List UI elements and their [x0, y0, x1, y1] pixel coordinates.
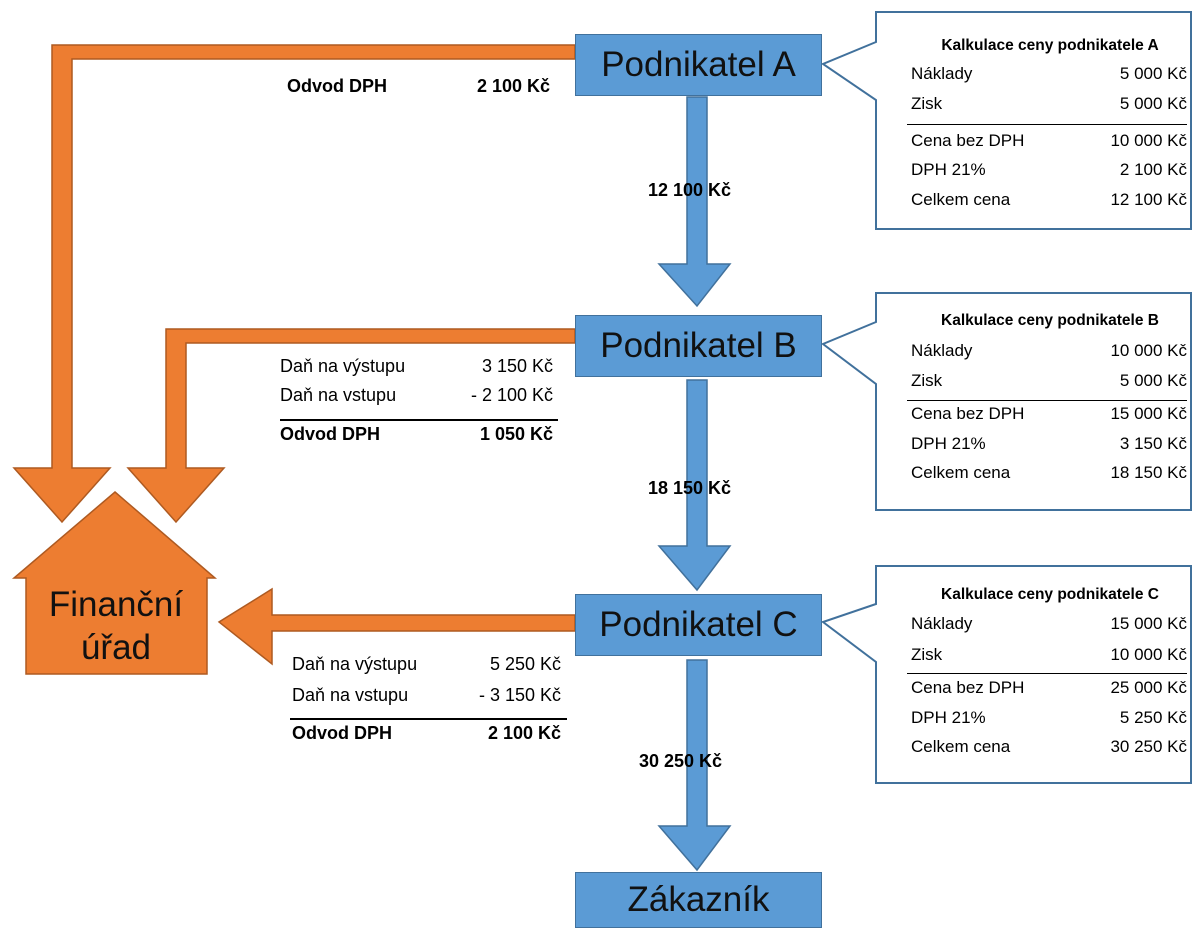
calc-b-row-value: 10 000 Kč: [1110, 341, 1187, 360]
calc-a-row-value: 2 100 Kč: [1119, 160, 1187, 179]
vat-a-value: 2 100 Kč: [477, 76, 551, 96]
calc-c-row-value: 5 250 Kč: [1119, 708, 1187, 727]
vat-c-input-label: Daň na vstupu: [292, 685, 409, 705]
customer-label: Zákazník: [627, 880, 770, 919]
tax-office-line2: úřad: [80, 628, 152, 667]
flow-b-c-amount: 18 150 Kč: [648, 478, 732, 498]
calc-b-row-label: Cena bez DPH: [911, 404, 1025, 423]
entity-c-box: Podnikatel C: [575, 594, 822, 656]
calc-c-row-label: DPH 21%: [911, 708, 986, 727]
calc-b-row-label: Celkem cena: [911, 463, 1011, 482]
calc-a-row-value: 10 000 Kč: [1110, 131, 1187, 150]
calc-c-row-value: 15 000 Kč: [1110, 614, 1187, 633]
calc-c-row-label: Cena bez DPH: [911, 678, 1025, 697]
vat-c-input-value: - 3 150 Kč: [478, 685, 561, 705]
vat-c-rule: [290, 718, 567, 720]
entity-b-label: Podnikatel B: [600, 326, 797, 365]
money-arrow-a-b: [657, 96, 732, 308]
calc-c-rule: [907, 673, 1187, 674]
calc-a-row-label: Celkem cena: [911, 190, 1011, 209]
calc-a-title: Kalkulace ceny podnikatele A: [941, 37, 1159, 54]
calc-c-row-label: Celkem cena: [911, 737, 1011, 756]
entity-b-box: Podnikatel B: [575, 315, 822, 377]
tax-office-label: Finanční úřad: [16, 583, 216, 669]
calc-a-row-label: DPH 21%: [911, 160, 986, 179]
vat-c-total-label: Odvod DPH: [292, 723, 393, 743]
vat-b-input-value: - 2 100 Kč: [470, 385, 553, 405]
calc-b-row-value: 5 000 Kč: [1119, 371, 1187, 390]
vat-arrow-c: [217, 587, 576, 666]
vat-c-output-label: Daň na výstupu: [292, 654, 418, 674]
entity-a-label: Podnikatel A: [601, 45, 796, 84]
customer-box: Zákazník: [575, 872, 822, 928]
entity-c-label: Podnikatel C: [599, 605, 798, 644]
calc-c-row-value: 30 250 Kč: [1110, 737, 1187, 756]
vat-b-rule: [280, 419, 558, 421]
flow-a-b-amount: 12 100 Kč: [648, 180, 732, 200]
calc-c-title: Kalkulace ceny podnikatele C: [941, 586, 1159, 603]
calc-b-row-value: 18 150 Kč: [1110, 463, 1187, 482]
money-arrow-c-customer: [657, 659, 732, 872]
calc-a-row-label: Cena bez DPH: [911, 131, 1025, 150]
calc-b-row-label: Zisk: [911, 371, 943, 390]
calc-b-row-value: 3 150 Kč: [1119, 434, 1187, 453]
vat-b-total-label: Odvod DPH: [280, 424, 381, 444]
callout-b: [821, 292, 1192, 511]
calc-c-row-label: Náklady: [911, 614, 973, 633]
tax-office-house: [11, 491, 218, 675]
vat-arrow-b: [126, 328, 576, 524]
flow-c-customer-amount: 30 250 Kč: [639, 751, 723, 771]
callout-a: [820, 11, 1192, 230]
vat-a-label: Odvod DPH: [287, 76, 388, 96]
calc-a-row-label: Náklady: [911, 64, 973, 83]
calc-b-rule: [907, 400, 1187, 401]
entity-a-box: Podnikatel A: [575, 34, 822, 96]
vat-c-output-value: 5 250 Kč: [489, 654, 561, 674]
money-arrow-b-c: [657, 379, 732, 592]
calc-a-row-value: 5 000 Kč: [1119, 94, 1187, 113]
callout-c: [820, 565, 1192, 784]
calc-a-row-value: 5 000 Kč: [1119, 64, 1187, 83]
calc-a-row-value: 12 100 Kč: [1110, 190, 1187, 209]
calc-c-row-label: Zisk: [911, 645, 943, 664]
vat-b-output-label: Daň na výstupu: [280, 356, 406, 376]
calc-c-row-value: 10 000 Kč: [1110, 645, 1187, 664]
calc-b-title: Kalkulace ceny podnikatele B: [941, 312, 1159, 329]
calc-a-row-label: Zisk: [911, 94, 943, 113]
calc-b-row-label: DPH 21%: [911, 434, 986, 453]
calc-b-row-label: Náklady: [911, 341, 973, 360]
vat-b-output-value: 3 150 Kč: [481, 356, 553, 376]
vat-b-total-value: 1 050 Kč: [479, 424, 553, 444]
vat-c-total-value: 2 100 Kč: [487, 723, 561, 743]
tax-office-line1: Finanční: [48, 585, 184, 624]
vat-b-input-label: Daň na vstupu: [280, 385, 397, 405]
calc-c-row-value: 25 000 Kč: [1110, 678, 1187, 697]
calc-b-row-value: 15 000 Kč: [1110, 404, 1187, 423]
calc-a-rule: [907, 124, 1187, 125]
vat-arrow-a: [12, 44, 576, 524]
